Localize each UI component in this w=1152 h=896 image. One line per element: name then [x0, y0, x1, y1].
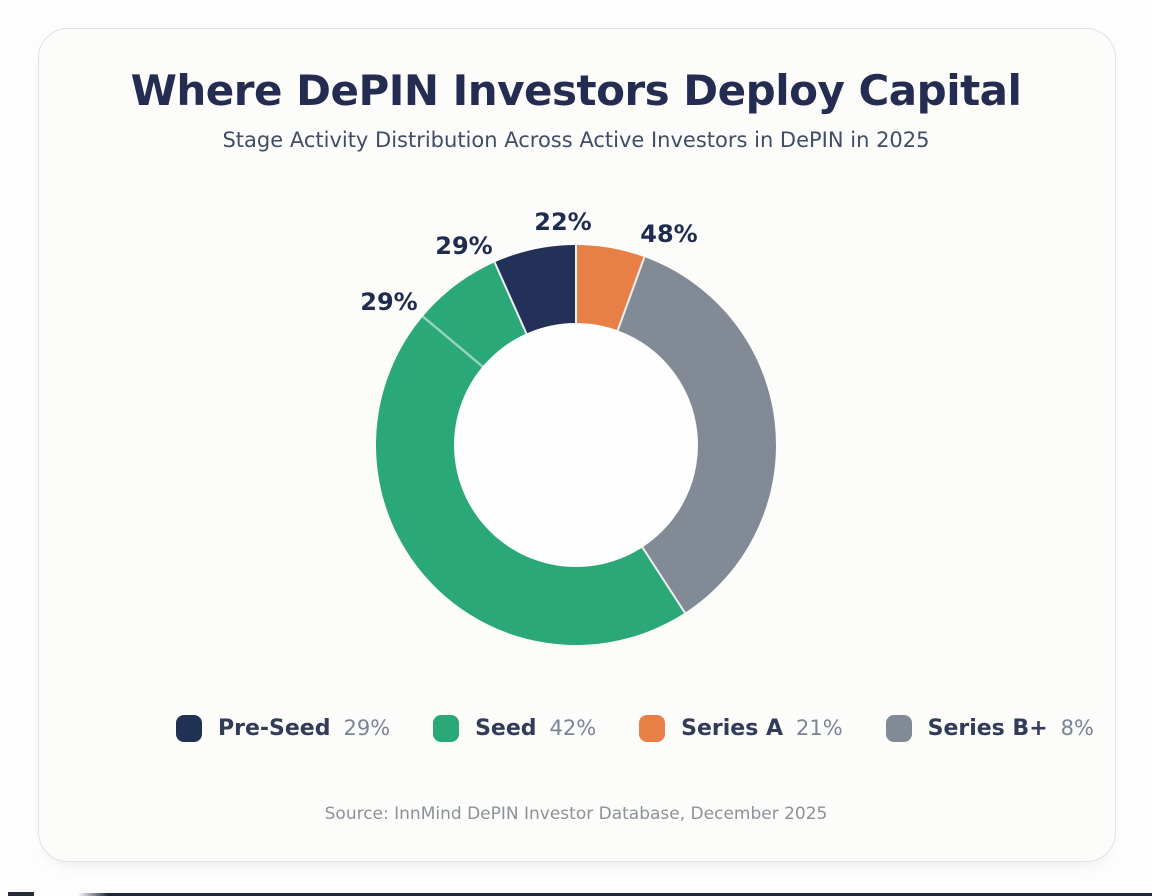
donut-chart [375, 245, 776, 645]
legend-value-seed: 42% [549, 716, 597, 740]
legend-swatch-series-b [885, 714, 912, 742]
legend-label-series-b: Series B+ [927, 715, 1048, 741]
donut-hole [455, 324, 697, 566]
segment-pre-seed [494, 245, 576, 334]
chart-subtitle: Stage Activity Distribution Across Activ… [222, 128, 930, 152]
bottom-edge-dash [8, 892, 34, 896]
segment-seed [375, 262, 685, 645]
legend-item-pre-seed: Pre-Seed 29% [176, 714, 391, 742]
source-note: Source: InnMind DePIN Investor Database,… [324, 804, 828, 824]
segment-boundary-147 [641, 546, 686, 614]
legend-value-pre-seed: 29% [343, 716, 391, 740]
legend-item-seed: Seed 42% [433, 714, 597, 742]
legend-item-series-b: Series B+ 8% [885, 714, 1094, 742]
legend-label-seed: Seed [475, 715, 537, 741]
legend: Pre-Seed 29% Seed 42% Series A 21% Series B+ 8% [176, 710, 1094, 746]
legend-value-series-a: 21% [795, 716, 843, 740]
segment-series-a [576, 245, 645, 331]
chart-title: Where DePIN Investors Deploy Capital [130, 66, 1022, 115]
legend-label-pre-seed: Pre-Seed [218, 715, 331, 741]
bottom-edge-bar [78, 893, 1152, 896]
legend-label-series-a: Series A [681, 715, 783, 741]
legend-item-series-a: Series A 21% [639, 714, 843, 742]
legend-value-series-b: 8% [1060, 716, 1094, 740]
segment-boundary-20 [616, 256, 646, 331]
legend-swatch-seed [433, 714, 460, 742]
legend-swatch-pre-seed [176, 714, 202, 742]
legend-swatch-series-a [639, 714, 666, 742]
segment-series-b-plus [617, 257, 776, 613]
segment-boundary-divider-310 [421, 315, 484, 368]
segment-boundary-336 [493, 261, 528, 334]
